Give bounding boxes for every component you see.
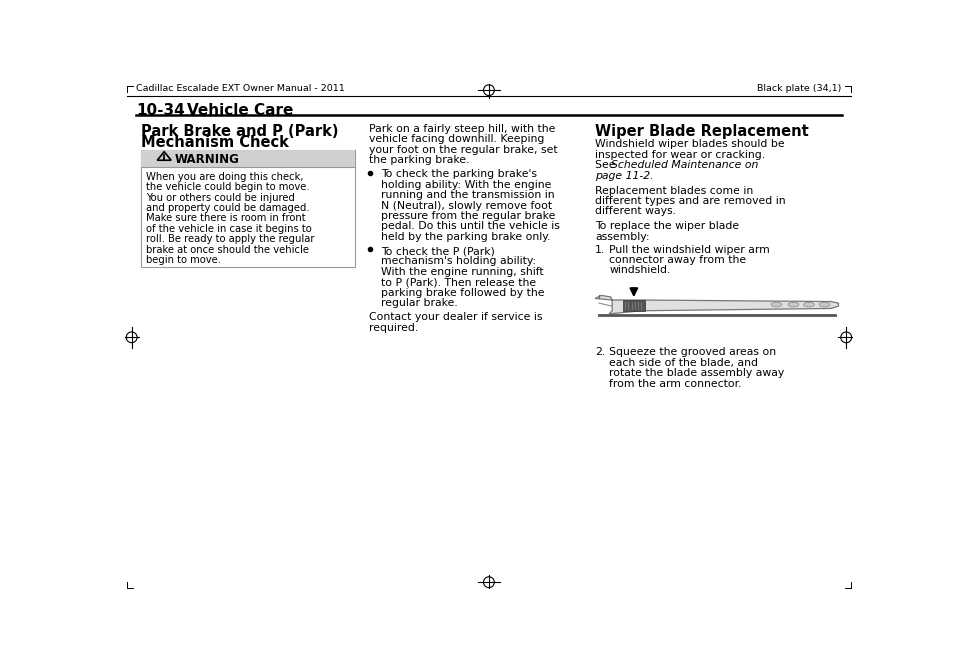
Text: Park Brake and P (Park): Park Brake and P (Park) bbox=[141, 124, 338, 139]
Text: Cadillac Escalade EXT Owner Manual - 2011: Cadillac Escalade EXT Owner Manual - 201… bbox=[136, 84, 345, 93]
Text: Scheduled Maintenance on: Scheduled Maintenance on bbox=[610, 160, 758, 170]
Text: WARNING: WARNING bbox=[174, 154, 239, 166]
Text: N (Neutral), slowly remove foot: N (Neutral), slowly remove foot bbox=[381, 200, 552, 210]
Text: regular brake.: regular brake. bbox=[381, 298, 457, 308]
Text: 10-34: 10-34 bbox=[136, 104, 185, 118]
Bar bbox=[141, 150, 355, 267]
Polygon shape bbox=[595, 295, 838, 314]
Text: connector away from the: connector away from the bbox=[608, 255, 745, 265]
Text: brake at once should the vehicle: brake at once should the vehicle bbox=[146, 244, 308, 255]
Text: different types and are removed in: different types and are removed in bbox=[595, 196, 785, 206]
Text: vehicle facing downhill. Keeping: vehicle facing downhill. Keeping bbox=[369, 134, 543, 144]
Text: of the vehicle in case it begins to: of the vehicle in case it begins to bbox=[146, 224, 311, 234]
Ellipse shape bbox=[787, 303, 798, 307]
Text: To check the P (Park): To check the P (Park) bbox=[381, 246, 495, 256]
Text: 2.: 2. bbox=[595, 347, 605, 357]
Text: Replacement blades come in: Replacement blades come in bbox=[595, 186, 753, 196]
Text: windshield.: windshield. bbox=[608, 265, 670, 275]
Text: assembly:: assembly: bbox=[595, 232, 649, 242]
Text: Mechanism Check: Mechanism Check bbox=[141, 135, 289, 150]
Text: the vehicle could begin to move.: the vehicle could begin to move. bbox=[146, 182, 309, 192]
Text: parking brake followed by the: parking brake followed by the bbox=[381, 288, 544, 298]
Text: You or others could be injured: You or others could be injured bbox=[146, 192, 294, 202]
Text: Pull the windshield wiper arm: Pull the windshield wiper arm bbox=[608, 244, 769, 255]
Text: 1.: 1. bbox=[595, 244, 605, 255]
Text: rotate the blade assembly away: rotate the blade assembly away bbox=[608, 368, 783, 378]
Text: each side of the blade, and: each side of the blade, and bbox=[608, 358, 758, 368]
Text: When you are doing this check,: When you are doing this check, bbox=[146, 172, 303, 182]
Text: different ways.: different ways. bbox=[595, 206, 676, 216]
Text: Vehicle Care: Vehicle Care bbox=[187, 104, 294, 118]
Bar bbox=[141, 150, 355, 167]
Ellipse shape bbox=[819, 303, 829, 307]
Text: required.: required. bbox=[369, 323, 417, 333]
Text: running and the transmission in: running and the transmission in bbox=[381, 190, 555, 200]
Text: Squeeze the grooved areas on: Squeeze the grooved areas on bbox=[608, 347, 776, 357]
Text: With the engine running, shift: With the engine running, shift bbox=[381, 267, 543, 277]
Text: the parking brake.: the parking brake. bbox=[369, 155, 469, 165]
Text: Windshield wiper blades should be: Windshield wiper blades should be bbox=[595, 140, 784, 150]
Text: Black plate (34,1): Black plate (34,1) bbox=[757, 84, 841, 93]
Text: holding ability: With the engine: holding ability: With the engine bbox=[381, 180, 551, 190]
Ellipse shape bbox=[770, 303, 781, 307]
Text: page 11-2.: page 11-2. bbox=[595, 170, 653, 180]
Text: Park on a fairly steep hill, with the: Park on a fairly steep hill, with the bbox=[369, 124, 555, 134]
Text: To check the parking brake's: To check the parking brake's bbox=[381, 170, 537, 180]
Bar bbox=[622, 300, 644, 311]
Text: Wiper Blade Replacement: Wiper Blade Replacement bbox=[595, 124, 808, 139]
Text: To replace the wiper blade: To replace the wiper blade bbox=[595, 222, 739, 231]
Text: held by the parking brake only.: held by the parking brake only. bbox=[381, 232, 550, 242]
Text: mechanism's holding ability:: mechanism's holding ability: bbox=[381, 257, 536, 267]
Text: Make sure there is room in front: Make sure there is room in front bbox=[146, 213, 305, 223]
Text: roll. Be ready to apply the regular: roll. Be ready to apply the regular bbox=[146, 234, 314, 244]
Text: inspected for wear or cracking.: inspected for wear or cracking. bbox=[595, 150, 764, 160]
Text: pressure from the regular brake: pressure from the regular brake bbox=[381, 211, 555, 221]
Text: See: See bbox=[595, 160, 618, 170]
Text: from the arm connector.: from the arm connector. bbox=[608, 379, 740, 389]
Text: to P (Park). Then release the: to P (Park). Then release the bbox=[381, 277, 536, 287]
Text: your foot on the regular brake, set: your foot on the regular brake, set bbox=[369, 145, 557, 155]
Text: pedal. Do this until the vehicle is: pedal. Do this until the vehicle is bbox=[381, 222, 559, 231]
Text: Contact your dealer if service is: Contact your dealer if service is bbox=[369, 313, 541, 323]
Text: begin to move.: begin to move. bbox=[146, 255, 220, 265]
Text: and property could be damaged.: and property could be damaged. bbox=[146, 203, 309, 213]
Ellipse shape bbox=[802, 303, 814, 307]
